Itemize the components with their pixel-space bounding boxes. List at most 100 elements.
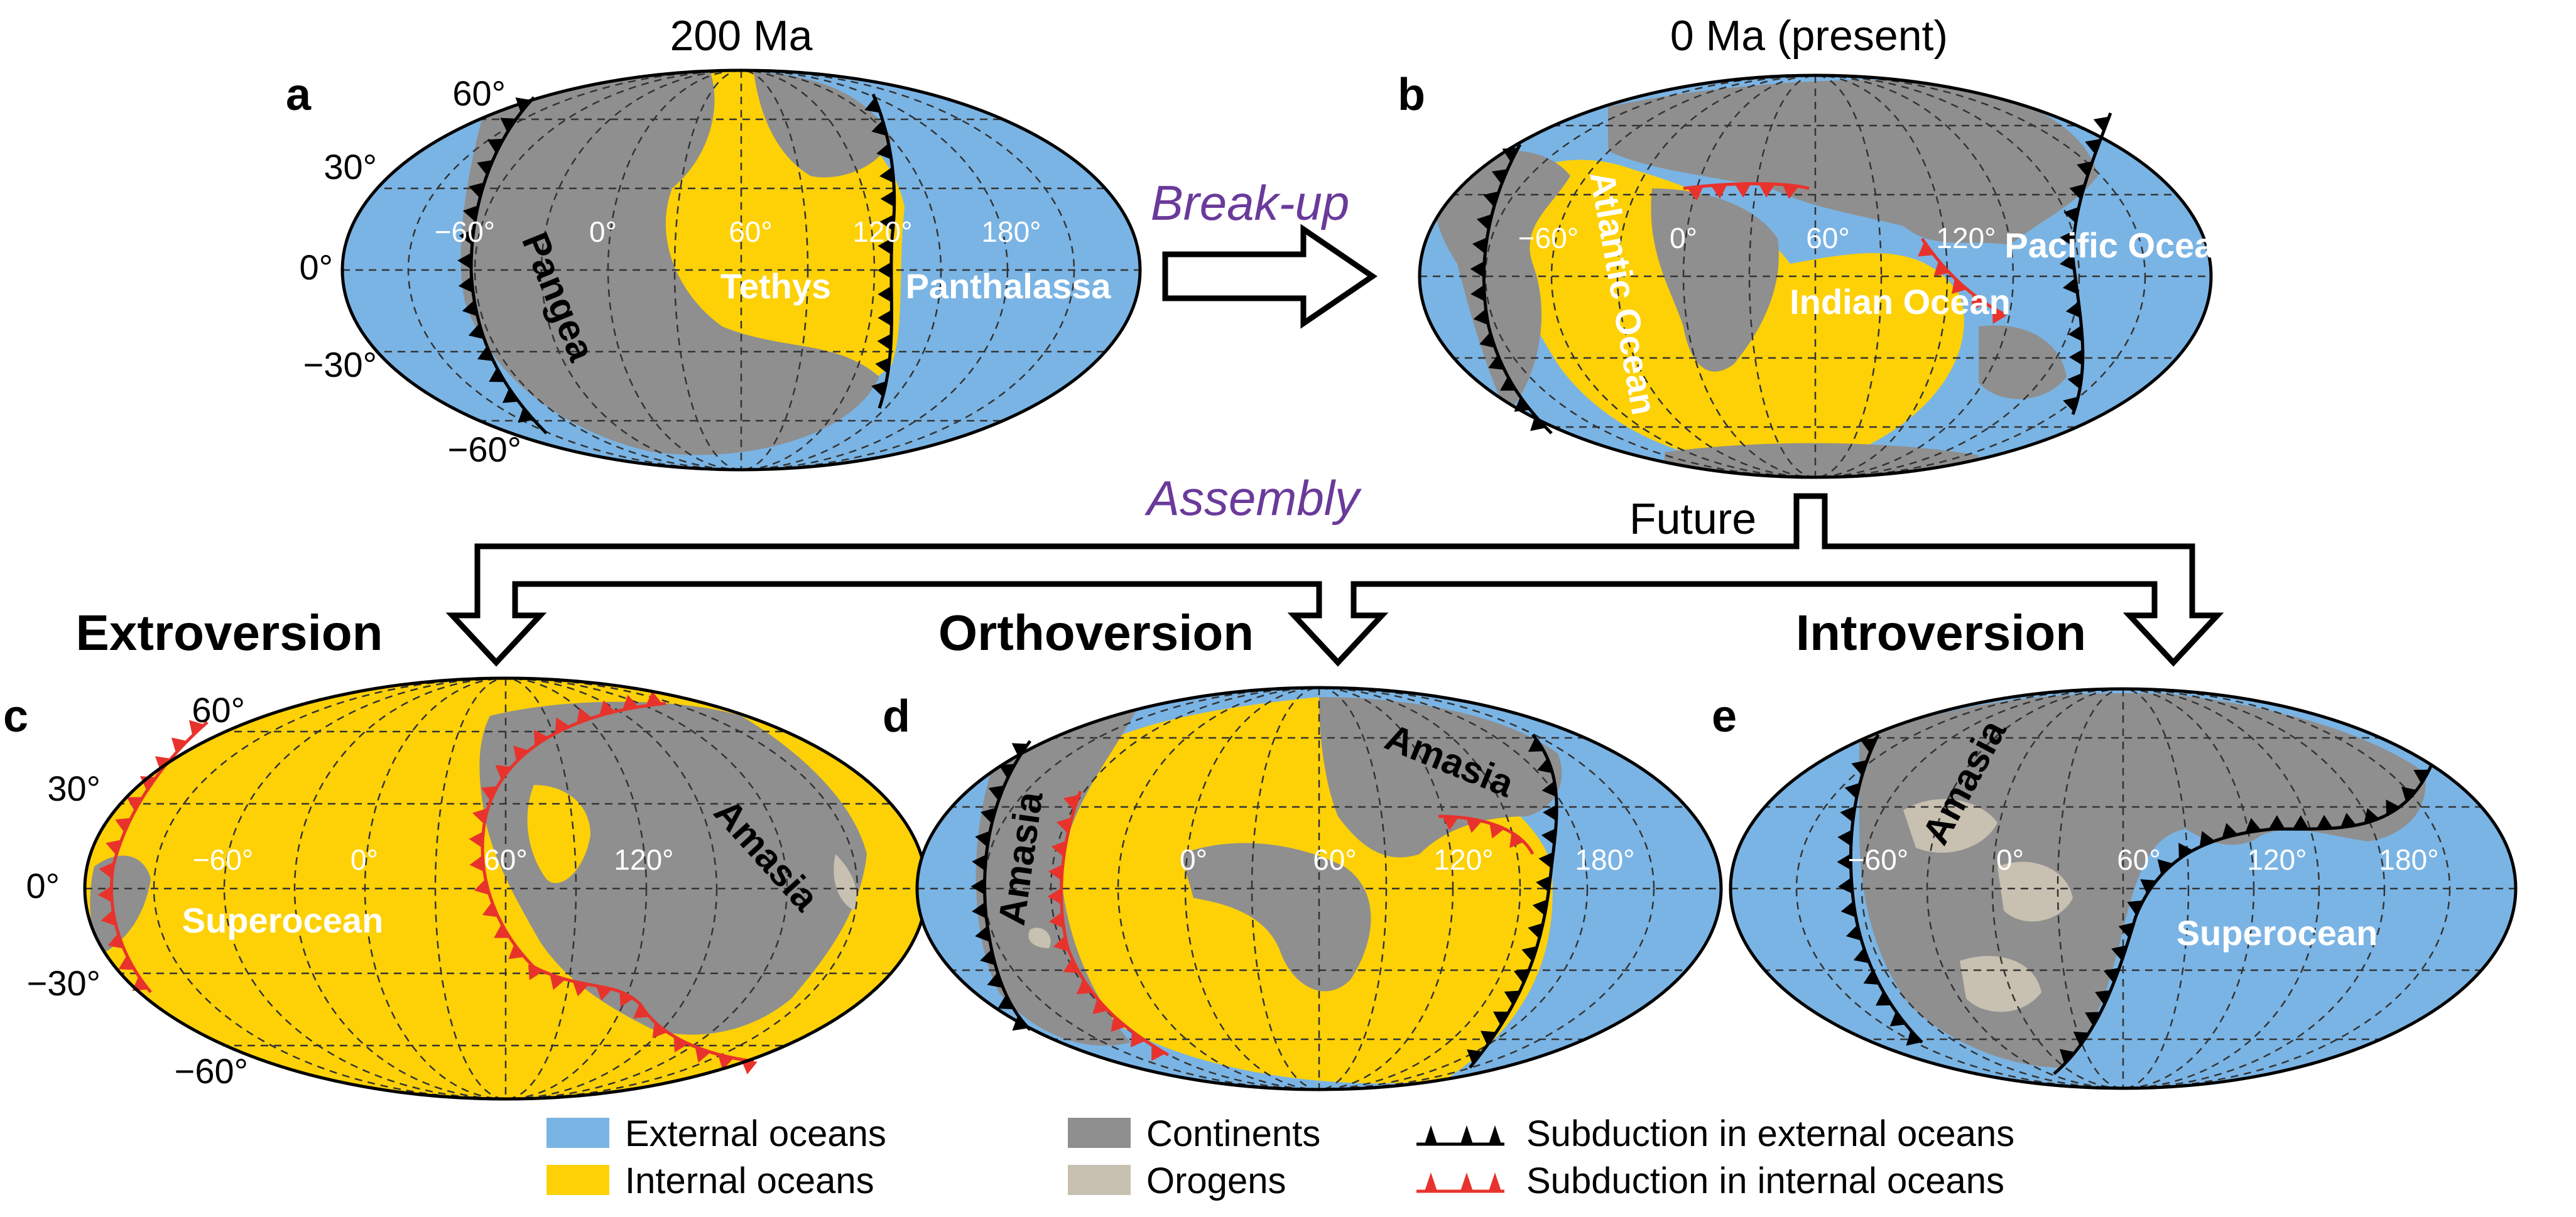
panel-b-graticule xyxy=(1420,75,2211,477)
panel-e-lon-minus60: −60° xyxy=(1848,843,1908,876)
legend-symbol-subduction-external xyxy=(1416,1125,1504,1146)
panel-d-subduction-external-west xyxy=(983,740,1032,1031)
legend-swatch-orogens xyxy=(1068,1165,1131,1195)
legend-external-oceans: External oceans xyxy=(625,1113,886,1154)
panel-a-pangea xyxy=(460,70,879,455)
panel-b-subduction-internal-med-teeth xyxy=(1687,183,1799,201)
panel-b-lon-120: 120° xyxy=(1936,222,1996,254)
panel-a-letter: a xyxy=(286,70,312,120)
panel-d-letter: d xyxy=(883,691,910,742)
panel-e-lon-180: 180° xyxy=(2379,843,2438,876)
panel-a-eastern-landmass xyxy=(754,72,892,178)
legend-swatch-internal-oceans xyxy=(546,1165,609,1195)
panel-a-lat-minus30: −30° xyxy=(303,345,377,384)
panel-c-letter: c xyxy=(3,691,28,742)
panel-c-lon-60: 60° xyxy=(484,843,528,876)
panel-c-subduction-internal-east xyxy=(481,701,754,1063)
panel-e-letter: e xyxy=(1712,691,1737,742)
scenario-orthoversion: Orthoversion xyxy=(938,605,1254,661)
panel-d-lon-60: 60° xyxy=(1313,843,1357,876)
panel-a-lon-minus60: −60° xyxy=(435,215,495,248)
panel-c: c 60° 30° 0° −30° −60° −60° xyxy=(3,676,928,1101)
panel-b-pacific-label: Pacific Ocean xyxy=(2004,225,2235,265)
panel-d-lon-120: 120° xyxy=(1433,843,1493,876)
panel-c-amasia xyxy=(479,701,867,1035)
panel-e-subduction-external-west xyxy=(1849,733,1923,1044)
legend-internal-oceans: Internal oceans xyxy=(625,1160,874,1201)
panel-c-lat-0: 0° xyxy=(26,866,60,906)
panel-a-lon-120: 120° xyxy=(852,215,912,248)
panel-a-time: 200 Ma xyxy=(670,12,813,60)
panel-a-subduction-external-east xyxy=(871,94,896,409)
panel-b-lon-0: 0° xyxy=(1670,222,1697,254)
panel-c-graticule xyxy=(85,678,927,1099)
breakup-arrow: Break-up xyxy=(1151,175,1378,329)
panel-e-subduction-external-east-teeth xyxy=(2059,769,2430,1064)
panel-a-lat-minus60: −60° xyxy=(448,430,521,469)
panel-a-outline xyxy=(340,68,1142,472)
panel-e-graticule xyxy=(1731,689,2516,1088)
panel-e-orogen-central xyxy=(1997,862,2073,922)
panel-c-lon-0: 0° xyxy=(351,843,378,876)
panel-a-panthalassa-label: Panthalassa xyxy=(906,266,1112,306)
legend-subduction-internal: Subduction in internal oceans xyxy=(1526,1160,2004,1201)
panel-a-subduction-external xyxy=(469,96,548,435)
panel-d-subduction-internal-east-teeth xyxy=(1442,816,1524,848)
panel-b-subduction-external-east-teeth xyxy=(2060,116,2109,413)
panel-a-subduction-external-east-teeth xyxy=(864,97,894,398)
legend-continents: Continents xyxy=(1146,1113,1320,1154)
legend-swatch-external-oceans xyxy=(546,1118,609,1148)
panel-d-subduction-internal-west xyxy=(1060,791,1170,1057)
panel-b-indian-label: Indian Ocean xyxy=(1790,282,2011,322)
panel-a-lon-60: 60° xyxy=(729,215,773,248)
panel-e-lon-120: 120° xyxy=(2247,843,2307,876)
scenario-introversion: Introversion xyxy=(1796,605,2086,661)
panel-d-subduction-external-east-teeth xyxy=(1467,737,1557,1064)
panel-a-lon-0: 0° xyxy=(589,215,617,248)
panel-d-outline xyxy=(915,686,1723,1091)
panel-d: d 0° 60° 120° 180° xyxy=(883,686,1723,1091)
panel-c-lat-60: 60° xyxy=(192,690,245,730)
panel-b: 0 Ma (present) b −60° xyxy=(1398,12,2236,479)
panel-b-americas xyxy=(1433,150,1570,414)
panel-c-interior-sea xyxy=(527,785,590,884)
panel-b-australia xyxy=(1979,325,2067,399)
panel-b-letter: b xyxy=(1398,70,1425,120)
panel-b-pacific-label-text: Pacific Ocean xyxy=(2004,225,2235,265)
panel-c-lat-minus30: −30° xyxy=(27,963,101,1003)
panel-e-lon-60: 60° xyxy=(2117,843,2161,876)
panel-e: e −60° 0° 60° 120° 180° Amasia xyxy=(1712,687,2518,1090)
panel-b-outline xyxy=(1418,73,2213,479)
panel-c-lon-120: 120° xyxy=(614,843,673,876)
panel-d-subduction-internal-west-teeth xyxy=(1047,794,1166,1061)
panel-a-subduction-external-teeth xyxy=(457,97,534,423)
panel-c-lon-minus60: −60° xyxy=(193,843,253,876)
panel-e-lon-0: 0° xyxy=(1996,843,2024,876)
future-connector-shape xyxy=(445,493,2224,667)
panel-c-subduction-internal-east-teeth xyxy=(469,691,758,1074)
future-connectors: Assembly Future xyxy=(445,470,2224,667)
legend-swatch-continents xyxy=(1068,1118,1131,1148)
panel-a-graticule xyxy=(342,70,1140,470)
panel-c-lat-30: 30° xyxy=(47,769,101,808)
panel-a-tethys-label: Tethys xyxy=(720,266,831,306)
panel-d-graticule xyxy=(917,688,1721,1090)
panel-b-africa xyxy=(1651,188,1779,372)
panel-e-subduction-external-west-teeth xyxy=(1837,738,1922,1046)
breakup-label: Break-up xyxy=(1151,175,1350,230)
panel-c-lat-minus60: −60° xyxy=(175,1051,248,1091)
panel-c-western-sliver xyxy=(90,855,151,955)
panel-a-lon-180: 180° xyxy=(981,215,1041,248)
panel-b-subduction-internal-sumatra-teeth xyxy=(1918,242,2007,324)
scenario-extroversion: Extroversion xyxy=(75,605,383,661)
legend-orogens: Orogens xyxy=(1146,1160,1286,1201)
panel-d-lon-0: 0° xyxy=(1180,843,1207,876)
legend: External oceans Internal oceans Continen… xyxy=(546,1113,2014,1201)
panel-d-lon-180: 180° xyxy=(1575,843,1634,876)
panel-a-lat-60: 60° xyxy=(452,73,506,113)
panel-b-time: 0 Ma (present) xyxy=(1670,12,1948,60)
legend-subduction-external: Subduction in external oceans xyxy=(1526,1113,2014,1154)
panel-a-lat-0: 0° xyxy=(299,247,333,287)
panel-c-superocean-label: Superocean xyxy=(182,901,384,940)
